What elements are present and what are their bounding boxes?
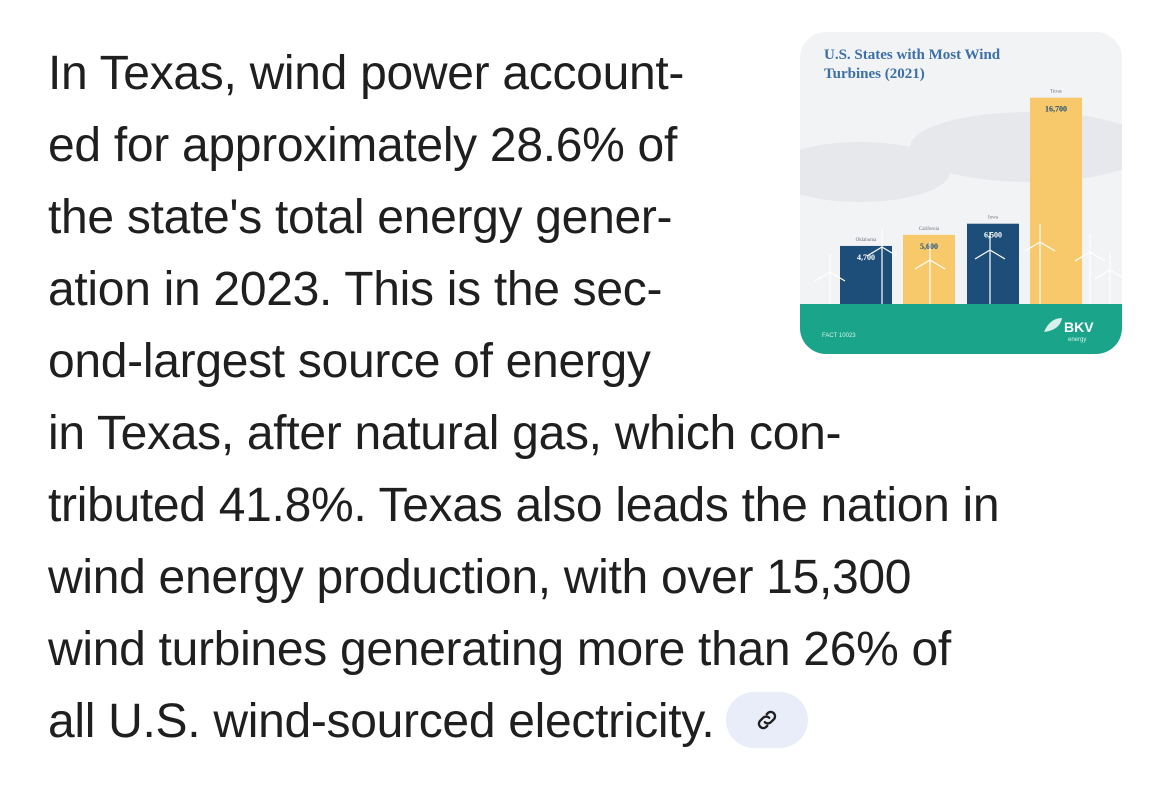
footer-label: FACT 10023 [822, 333, 856, 339]
answer-line: wind turbines generating more than 26% o… [48, 623, 951, 676]
logo-text: BKV [1064, 319, 1094, 335]
logo-subtext: energy [1068, 337, 1086, 343]
bar-iowa [967, 223, 1019, 304]
answer-line: ond-largest source of energy [48, 335, 651, 388]
answer-paragraph-bottom: in Texas, after natural gas, which con- … [48, 398, 1138, 758]
answer-line: tributed 41.8%. Texas also leads the nat… [48, 479, 1000, 532]
answer-line: ed for approximately 28.6% of [48, 119, 677, 172]
bar-category-label: Oklahoma [856, 238, 878, 243]
link-icon [758, 711, 777, 730]
answer-line: ation in 2023. This is the sec- [48, 263, 663, 316]
wind-turbine-icon [974, 232, 1006, 304]
bar-value-label: 4,700 [857, 253, 875, 262]
answer-paragraph-top: In Texas, wind power account- ed for app… [48, 38, 788, 398]
answer-line: In Texas, wind power account- [48, 47, 685, 100]
leaf-icon [1044, 318, 1062, 332]
bar-value-label: 6,500 [984, 231, 1002, 240]
ground-band [800, 304, 1122, 354]
answer-line-text: all U.S. wind-sourced electricity. [48, 695, 715, 748]
wind-turbine-icon [866, 229, 898, 304]
bar-value-label: 16,700 [1045, 105, 1067, 114]
wind-turbine-icon [1024, 224, 1056, 304]
wind-turbine-icon [1094, 252, 1122, 304]
answer-line: in Texas, after natural gas, which con- [48, 407, 842, 460]
wind-turbine-icon [1074, 234, 1106, 304]
answer-line: wind energy production, with over 15,300 [48, 551, 912, 604]
wind-turbine-icon [814, 254, 846, 304]
bar-california [903, 234, 955, 304]
answer-line: the state's total energy gener- [48, 191, 673, 244]
wind-turbine-icon [914, 242, 946, 304]
bar-texas [1030, 97, 1082, 305]
chart-title: U.S. States with Most Wind Turbines (202… [824, 47, 1001, 82]
bkv-logo: BKV energy [1044, 318, 1094, 343]
bar-category-label: California [919, 227, 940, 232]
bar-value-label: 5,600 [920, 242, 938, 251]
chart-thumbnail-canvas: 4,700 Oklahoma 5,600 California 6,500 Iowa 16,… [800, 90, 1122, 354]
bar-category-label: Iowa [988, 216, 999, 221]
bar-category-label: Texas [1050, 90, 1062, 95]
bar-oklahoma [840, 245, 892, 304]
chart-thumbnail[interactable]: 4,700 Oklahoma 5,600 California 6,500 Iowa 16,… [800, 32, 1122, 354]
source-link-button[interactable] [726, 692, 809, 749]
answer-line-last: all U.S. wind-sourced electricity. [48, 686, 1138, 758]
